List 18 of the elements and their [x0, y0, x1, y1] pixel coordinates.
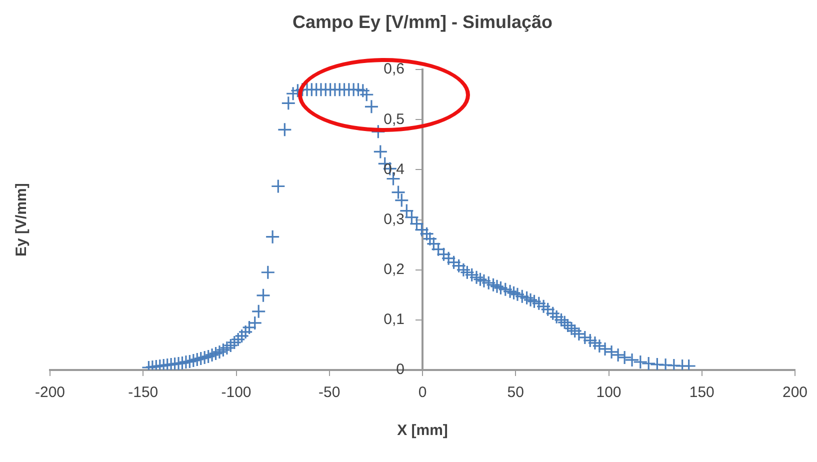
x-tick-label: 0: [418, 384, 427, 402]
x-tick-label: -200: [34, 384, 66, 402]
x-tick-label: -50: [318, 384, 340, 402]
x-tick-label: 50: [507, 384, 524, 402]
x-tick-label: -150: [128, 384, 158, 402]
y-tick-label: 0: [396, 361, 404, 378]
y-axis-title: Ey [V/mm]: [13, 183, 30, 256]
y-tick-label: 0,1: [384, 311, 404, 328]
x-tick-label: 200: [782, 384, 808, 402]
y-tick-label: 0,6: [384, 60, 404, 78]
x-axis-title: X [mm]: [397, 422, 448, 440]
y-tick-label: 0,3: [384, 210, 404, 228]
y-tick-label: 0,5: [384, 110, 404, 128]
x-tick-label: 150: [689, 384, 714, 402]
y-tick-label: 0,2: [384, 261, 404, 278]
chart-title: Campo Ey [V/mm] - Simulação: [292, 12, 553, 32]
x-tick-label: 100: [596, 384, 622, 402]
x-tick-label: -100: [221, 384, 252, 402]
